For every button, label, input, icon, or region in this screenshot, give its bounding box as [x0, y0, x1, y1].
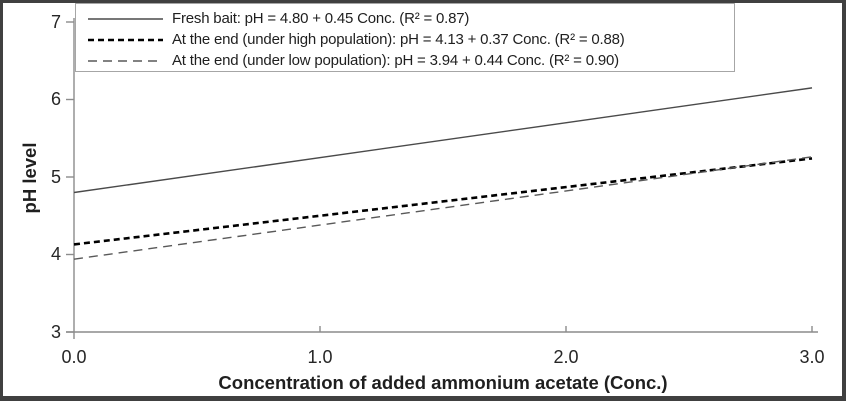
legend-entry-fresh-bait: Fresh bait: pH = 4.80 + 0.45 Conc. (R² =… [88, 8, 734, 29]
legend: Fresh bait: pH = 4.80 + 0.45 Conc. (R² =… [75, 3, 735, 72]
y-axis-title: pH level [19, 142, 40, 214]
legend-swatch-thick-dashed-line-icon [88, 38, 163, 41]
x-axis-tick-label: 1.0 [307, 347, 333, 367]
x-axis-tick-label: 2.0 [553, 347, 579, 367]
series-line-2 [73, 156, 813, 260]
series-line-1 [73, 157, 813, 246]
legend-entry-end-high-population: At the end (under high population): pH =… [88, 29, 734, 50]
legend-label: At the end (under low population): pH = … [172, 52, 619, 69]
series-line-0 [73, 87, 813, 194]
y-axis-tick-label: 4 [50, 244, 61, 264]
legend-swatch-thin-dashed-line-icon [88, 59, 163, 62]
y-axis-tick-label: 3 [50, 322, 61, 342]
legend-label: At the end (under high population): pH =… [172, 31, 625, 48]
y-axis-tick-label: 5 [50, 167, 61, 187]
x-axis-tick-label: 0.0 [61, 347, 87, 367]
y-axis-tick-label: 7 [50, 12, 61, 32]
legend-swatch-solid-line-icon [88, 17, 163, 20]
plot-area [66, 18, 818, 339]
y-axis-tick-label: 6 [50, 89, 61, 109]
x-axis-tick-label: 3.0 [799, 347, 825, 367]
legend-entry-end-low-population: At the end (under low population): pH = … [88, 50, 734, 71]
legend-label: Fresh bait: pH = 4.80 + 0.45 Conc. (R² =… [172, 10, 470, 27]
x-axis-title: Concentration of added ammonium acetate … [218, 372, 668, 393]
